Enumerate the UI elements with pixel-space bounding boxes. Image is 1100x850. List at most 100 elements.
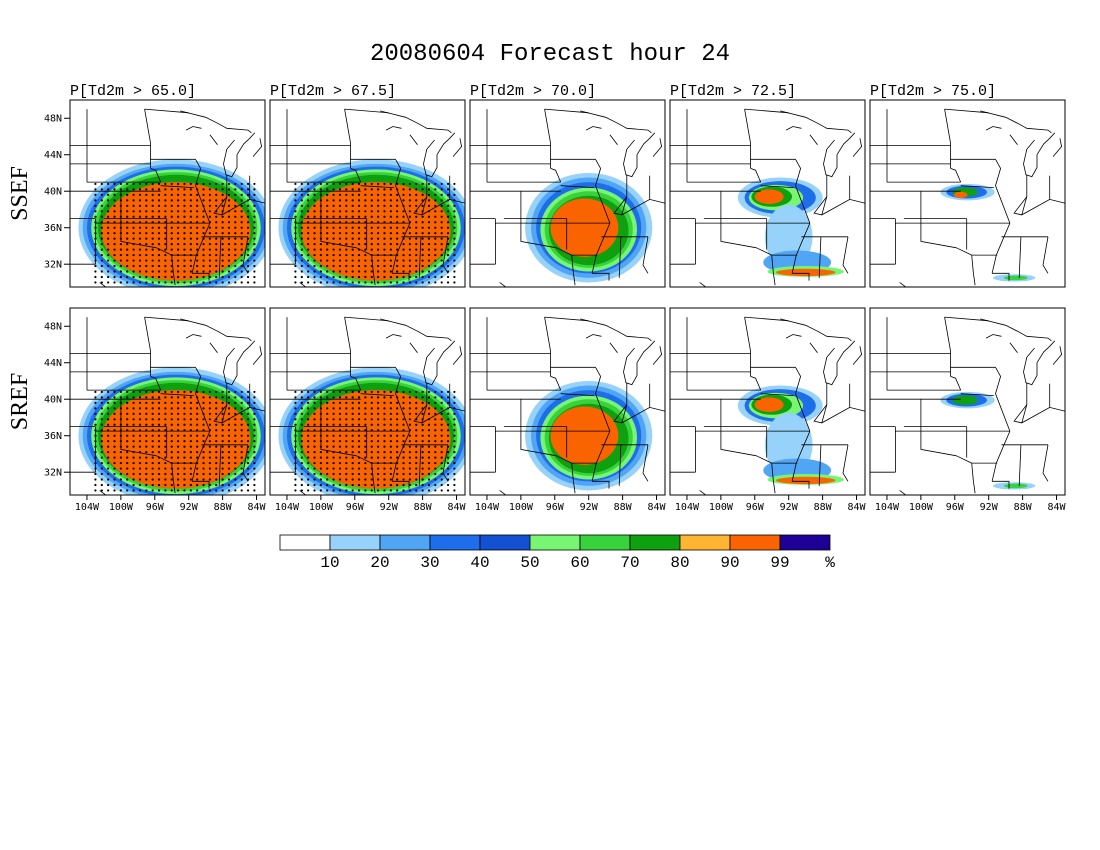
probability-contour [775,476,836,485]
colorbar-label: 10 [320,554,339,572]
map-boundaries [70,316,265,495]
colorbar-label: 70 [620,554,639,572]
colorbar-label: 80 [670,554,689,572]
lat-tick-label: 44N [44,358,62,369]
panel-frame [69,307,266,496]
lon-tick-label: 100W [109,502,134,513]
lon-tick-label: 88W [814,502,833,513]
lon-tick-label: 96W [146,502,165,513]
row-label-sref: SREF [7,373,33,430]
lon-tick-label: 92W [980,502,999,513]
lat-tick-label: 48N [44,114,62,125]
lon-tick-label: 84W [1047,502,1066,513]
probability-contour [1003,483,1028,489]
map-boundaries [670,316,865,495]
panel-title: P[Td2m > 65.0] [70,83,196,100]
lon-tick-label: 84W [247,502,266,513]
probability-contour [101,182,251,281]
probability-contour [953,191,968,199]
colorbar-swatch [679,534,731,551]
lon-tick-label: 104W [75,502,100,513]
panel-frame [869,307,1066,496]
panel-ssef-2: P[Td2m > 67.5] [269,83,466,288]
lon-tick-label: 96W [946,502,965,513]
probability-contour [301,182,451,281]
panel-frame [69,99,266,288]
colorbar-label: 60 [570,554,589,572]
panel-sref-1 [69,307,266,496]
lon-tick-label: 88W [414,502,433,513]
lat-tick-label: 36N [44,223,62,234]
map-boundaries [870,316,1065,495]
stippling [94,390,256,492]
panel-frame [669,307,866,496]
colorbar: 10 20 30 40 50 60 70 80 90 99% [279,534,835,572]
panel-sref-4 [669,307,866,496]
lon-tick-label: 100W [509,502,534,513]
panel-sref-2 [269,307,466,496]
lon-tick-label: 88W [1014,502,1033,513]
lon-tick-label: 92W [180,502,199,513]
panel-title: P[Td2m > 70.0] [470,83,596,100]
panel-frame [469,99,666,288]
panel-title: P[Td2m > 72.5] [670,83,796,100]
probability-contour [952,395,978,405]
lon-tick-label: 92W [780,502,799,513]
lon-tick-label: 100W [309,502,334,513]
lon-tick-label: 92W [380,502,399,513]
colorbar-swatch [429,534,481,551]
colorbar-label: % [825,554,835,572]
colorbar-label: 50 [520,554,539,572]
lon-tick-label: 100W [909,502,934,513]
probability-contour [1003,275,1028,281]
probability-contour [301,390,451,489]
panel-title: P[Td2m > 67.5] [270,83,396,100]
lon-tick-label: 96W [546,502,565,513]
row-label-ssef: SSEF [7,166,33,221]
colorbar-label: 30 [420,554,439,572]
probability-contour [754,189,784,204]
lat-tick-label: 36N [44,431,62,442]
lon-tick-label: 96W [746,502,765,513]
panel-title: P[Td2m > 75.0] [870,83,996,100]
probability-contour [556,411,613,461]
lon-tick-label: 84W [847,502,866,513]
colorbar-label: 20 [370,554,389,572]
lon-tick-label: 92W [580,502,599,513]
colorbar-swatch [779,534,831,551]
colorbar-swatch [629,534,681,551]
lon-tick-label: 96W [346,502,365,513]
lon-tick-label: 100W [709,502,734,513]
colorbar-label: 90 [720,554,739,572]
lon-tick-label: 104W [275,502,300,513]
stippling [294,182,456,284]
panel-ssef-1: P[Td2m > 65.0] [69,83,266,288]
panel-ssef-5: P[Td2m > 75.0] [869,83,1066,288]
figure-title: 20080604 Forecast hour 24 [370,41,730,68]
lat-tick-label: 44N [44,150,62,161]
panel-ssef-4: P[Td2m > 72.5] [669,83,866,288]
probability-contour [775,268,836,277]
panel-frame [869,99,1066,288]
lon-tick-label: 104W [875,502,900,513]
probability-contour [101,390,251,489]
panel-frame [669,99,866,288]
map-boundaries [870,108,1065,287]
map-boundaries [70,108,265,287]
colorbar-swatch [479,534,531,551]
panel-frame [269,307,466,496]
lon-tick-label: 84W [447,502,466,513]
lon-tick-label: 88W [214,502,233,513]
panel-ssef-3: P[Td2m > 70.0] [469,83,666,288]
lat-tick-label: 32N [44,468,62,479]
map-boundaries [270,316,465,495]
stippling [294,390,456,492]
colorbar-swatch [529,534,581,551]
lat-tick-label: 32N [44,260,62,271]
map-boundaries [470,316,665,495]
colorbar-label: 40 [470,554,489,572]
lat-tick-label: 40N [44,187,62,198]
lon-tick-label: 88W [614,502,633,513]
lon-tick-label: 84W [647,502,666,513]
